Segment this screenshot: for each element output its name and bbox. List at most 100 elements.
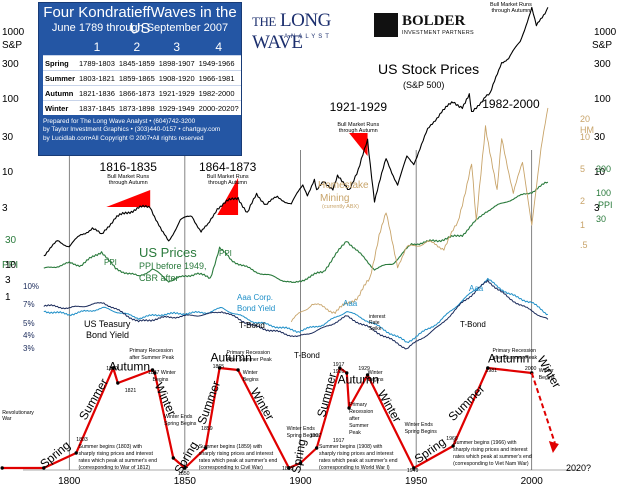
interest-label: interest — [369, 314, 386, 320]
wave-number: 4 — [196, 39, 241, 56]
left-lower-tick: 3 — [5, 275, 11, 286]
wave-note: after Summer Peak — [492, 355, 537, 361]
mining-label: Mining — [320, 193, 349, 204]
left-yield-tick: 7% — [23, 300, 35, 309]
wave-note: War — [2, 416, 12, 422]
wave-note: rates which peak at summer's end — [453, 454, 532, 460]
bull-market-fill — [106, 190, 151, 207]
period-cell: 1821-1836 — [77, 85, 117, 101]
left-sp-tick: 3 — [2, 203, 8, 214]
left-sp-tick: 100 — [2, 94, 19, 105]
period-cell: 1929-1949 — [156, 100, 197, 115]
homestake-label: Homestake — [318, 180, 369, 191]
season-name: Summer — [43, 70, 78, 86]
credit-line: Prepared for The Long Wave Analyst • (60… — [43, 118, 196, 125]
wave-note: Primary Recession — [129, 348, 173, 354]
wave-note: Spring Begins — [287, 433, 320, 439]
wave-note: (corresponding to Viet Nam War) — [453, 461, 529, 467]
wave-note: Winter — [539, 368, 554, 374]
left-sp-tick: 1000 — [2, 27, 25, 38]
wave-note: Begins — [243, 377, 259, 383]
table-row: Summer 1803-1821 1859-1865 1908-1920 196… — [43, 70, 241, 86]
wave-turning-point — [42, 466, 46, 470]
season-label: Summer — [314, 371, 339, 418]
hm-tick: 5 — [580, 164, 585, 174]
bolder-logo-sub: INVESTMENT PARTNERS — [402, 30, 475, 36]
wave-number: 1 — [77, 39, 117, 56]
wave-note: sharply rising prices and interest — [453, 447, 528, 453]
period-cell: 1966-1981 — [196, 70, 241, 86]
wave-turning-point — [365, 373, 370, 377]
wave-turning-point — [111, 366, 115, 370]
wave-note: Summer begins (1803) with — [79, 444, 143, 450]
table-row: Autumn 1821-1836 1866-1873 1921-1929 198… — [43, 85, 241, 101]
season-name: Winter — [43, 100, 78, 115]
period-cell: 1908-1920 — [156, 70, 197, 86]
credits: Prepared for The Long Wave Analyst • (60… — [43, 118, 239, 143]
wave-note: sharply rising prices and interest — [319, 451, 394, 457]
period-cell: 2000-2020? — [196, 100, 241, 115]
wave-note: Primary Recession — [492, 348, 536, 354]
bull-market-note: through Autumn — [339, 128, 378, 134]
bull-market-note: Bull Market Runs — [207, 174, 249, 180]
wave-turning-point — [345, 371, 349, 375]
wave-note: 1949 — [407, 468, 419, 474]
wave-turning-point — [298, 461, 303, 465]
season-label: Autumn — [338, 373, 379, 387]
wave-turning-point — [0, 466, 4, 470]
aaa-corp-label: Aaa Corp. — [237, 293, 273, 302]
wave-note: 1837 Winter — [148, 370, 176, 376]
left-lower-tick: 30 — [5, 235, 17, 246]
season-name: Spring — [43, 55, 78, 71]
left-sp-axis-title: S&P — [2, 40, 22, 51]
hm-axis-title: HM — [580, 125, 594, 135]
season-label: Autumn — [210, 350, 251, 364]
wave-note: Winter — [243, 370, 258, 376]
wave-turning-point — [74, 451, 78, 455]
hm-tick: 2 — [580, 196, 585, 206]
x-tick-label: 1950 — [405, 476, 428, 487]
season-label: Autumn — [109, 360, 150, 374]
bull-period-label: 1864-1873 — [199, 160, 257, 174]
wave-note: Begins — [153, 377, 169, 383]
x-tick-label: 1800 — [58, 476, 81, 487]
wave-turning-point — [347, 406, 351, 410]
tbond-label: T-Bond — [239, 321, 265, 330]
season-label: Spring — [289, 438, 309, 475]
wave-turning-point — [171, 456, 176, 460]
wave-turning-point — [451, 444, 455, 448]
wave-turning-point — [116, 381, 120, 385]
info-box: Four KondratieffWaves in the US June 178… — [38, 2, 242, 156]
right-sp-tick: 30 — [594, 132, 606, 143]
ppi-series-label-2: PPI — [219, 249, 232, 258]
wave-note: 1819 — [106, 366, 118, 372]
wave-note: rates which peak at summer's end — [319, 458, 398, 464]
chart-subtitle: June 1789 through September 2007 — [51, 22, 229, 34]
wave-turning-point — [150, 368, 155, 372]
ppi-before-label: PPI before 1949, — [139, 261, 207, 271]
bull-market-note: through Autumn — [492, 8, 531, 14]
cbr-after-label: CBR after — [139, 273, 179, 283]
hm-tick: .5 — [580, 240, 588, 250]
season-label: Spring — [37, 438, 73, 471]
wave-note: 1917 — [333, 362, 345, 368]
bolder-mark-icon — [374, 13, 398, 37]
waves-table: 1 2 3 4 Spring 1789-1803 1845-1859 1898-… — [43, 39, 241, 115]
ppi-tick: 300 — [596, 164, 611, 174]
bull-period-label: 1921-1929 — [330, 100, 388, 114]
hm-tick: 10 — [580, 132, 590, 142]
wave-note: Recession — [349, 409, 373, 415]
left-sp-tick: 30 — [2, 132, 14, 143]
period-cell: 1921-1929 — [156, 85, 197, 101]
year-2020-label: 2020? — [566, 463, 591, 473]
wave-number: 3 — [156, 39, 197, 56]
wave-note: 1865 — [213, 364, 225, 370]
wave-number: 2 — [116, 39, 157, 56]
ppi-tick: 30 — [596, 214, 606, 224]
season-label: Winter — [375, 388, 404, 425]
wave-projection-line — [530, 372, 556, 444]
period-cell: 1949-1966 — [196, 55, 241, 71]
wave-note: 1859 — [201, 426, 213, 432]
us-stock-prices-label: US Stock Prices — [378, 61, 479, 77]
wave-note: Primary — [349, 402, 367, 408]
